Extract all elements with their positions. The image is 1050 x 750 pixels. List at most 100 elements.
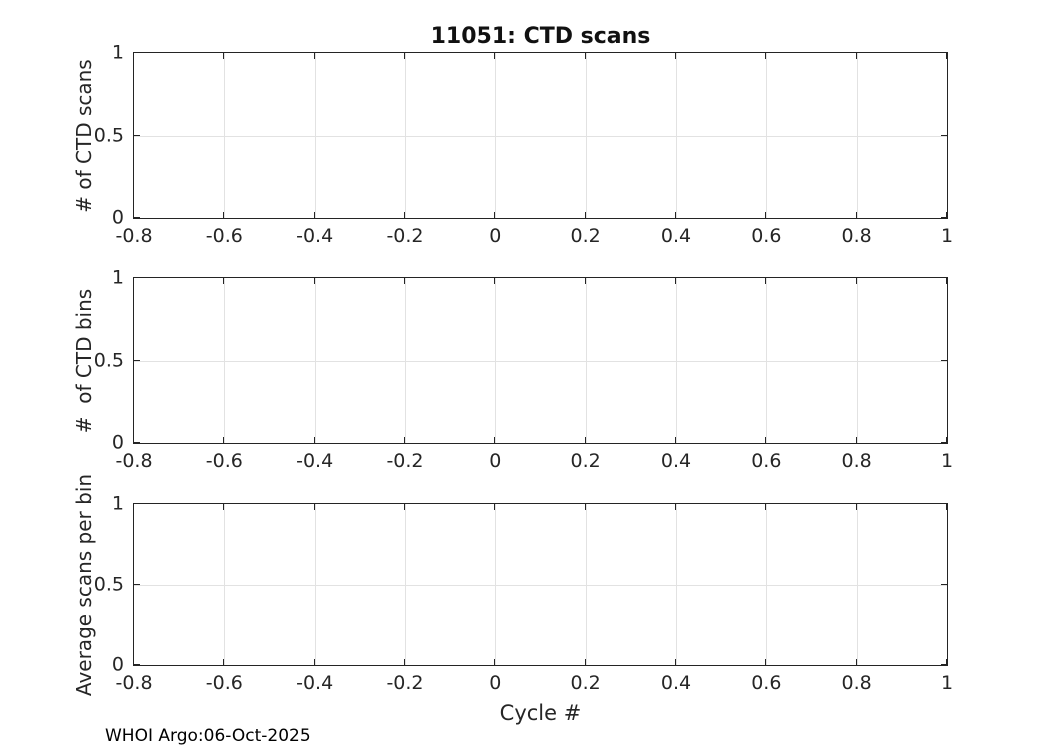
x-tick-mark <box>855 212 857 218</box>
x-tick-mark <box>674 437 676 443</box>
x-tick-label: 0.8 <box>841 672 872 694</box>
x-tick-label: -0.8 <box>115 225 153 247</box>
x-tick-mark <box>765 437 767 443</box>
y-tick-label: 1 <box>111 492 124 515</box>
x-tick-mark <box>403 53 405 59</box>
x-tick-mark <box>223 659 225 665</box>
x-tick-label: 0.8 <box>841 225 872 247</box>
x-tick-mark <box>765 504 767 510</box>
x-tick-label: 0.2 <box>570 672 601 694</box>
x-tick-mark <box>674 504 676 510</box>
x-tick-label: -0.4 <box>296 225 334 247</box>
y-tick-mark <box>134 134 140 136</box>
y-tick-label: 0 <box>111 431 124 454</box>
y-tick-mark <box>134 664 140 665</box>
x-tick-label: -0.2 <box>386 450 424 472</box>
x-tick-label: 0.4 <box>660 450 692 472</box>
y-tick-mark <box>941 134 947 136</box>
x-tick-label: 0.8 <box>841 450 872 472</box>
x-tick-mark <box>674 53 676 59</box>
x-tick-label: 0.4 <box>660 225 692 247</box>
x-tick-mark <box>403 278 405 284</box>
x-tick-label: 0.6 <box>751 672 782 694</box>
y-tick-mark <box>134 52 140 53</box>
x-tick-label: 0.2 <box>570 225 601 247</box>
y-axis-label: Average scans per bin <box>72 473 96 696</box>
x-tick-mark <box>403 212 405 218</box>
x-tick-mark <box>313 212 315 218</box>
x-tick-label: 0.6 <box>751 225 782 247</box>
y-tick-label: 0.5 <box>93 124 124 147</box>
x-tick-mark <box>584 212 586 218</box>
y-tick-label: 0 <box>111 206 124 229</box>
x-tick-label: -0.2 <box>386 225 424 247</box>
x-tick-mark <box>494 53 496 59</box>
x-tick-mark <box>765 278 767 284</box>
x-tick-mark <box>313 278 315 284</box>
x-tick-mark <box>133 278 134 284</box>
x-tick-mark <box>403 504 405 510</box>
y-gridline <box>134 584 947 586</box>
x-tick-mark <box>494 659 496 665</box>
y-tick-label: 1 <box>111 41 124 64</box>
y-tick-mark <box>941 503 947 504</box>
x-tick-label: -0.4 <box>296 672 334 694</box>
x-tick-label: 1 <box>940 450 954 472</box>
x-tick-mark <box>946 659 947 665</box>
x-tick-label: -0.6 <box>205 672 243 694</box>
y-tick-mark <box>134 277 140 278</box>
x-tick-mark <box>494 212 496 218</box>
y-tick-mark <box>941 583 947 585</box>
x-tick-label: 0.2 <box>570 450 601 472</box>
y-tick-label: 0.5 <box>93 573 124 596</box>
y-tick-mark <box>941 277 947 278</box>
x-tick-mark <box>674 278 676 284</box>
figure-title: 11051: CTD scans <box>430 24 651 49</box>
x-tick-mark <box>494 437 496 443</box>
x-tick-mark <box>855 437 857 443</box>
x-tick-label: 0 <box>489 450 502 472</box>
x-tick-mark <box>765 212 767 218</box>
x-tick-mark <box>674 659 676 665</box>
x-tick-mark <box>223 437 225 443</box>
x-tick-mark <box>765 659 767 665</box>
subplot-average-scans-per-bin: -0.8 -0.6 -0.4 -0.2 0 0.2 0.4 0.6 0.8 1 0 0.5 1 Avera… <box>72 473 953 695</box>
y-tick-mark <box>941 359 947 361</box>
x-tick-mark <box>946 278 947 284</box>
x-tick-mark <box>223 504 225 510</box>
x-tick-label: 0 <box>489 225 502 247</box>
x-tick-mark <box>855 53 857 59</box>
x-tick-mark <box>313 437 315 443</box>
x-tick-label: -0.2 <box>386 672 424 694</box>
x-tick-label: -0.8 <box>115 672 153 694</box>
x-tick-mark <box>946 437 947 443</box>
x-tick-label: 0.6 <box>751 450 782 472</box>
y-tick-mark <box>134 217 140 218</box>
y-tick-label: 0.5 <box>93 349 124 372</box>
y-tick-mark <box>941 52 947 53</box>
x-tick-mark <box>674 212 676 218</box>
y-tick-label: 0 <box>111 653 124 676</box>
x-tick-label: 1 <box>940 225 954 247</box>
x-tick-mark <box>584 437 586 443</box>
x-tick-mark <box>494 504 496 510</box>
x-tick-mark <box>223 212 225 218</box>
x-tick-mark <box>946 504 947 510</box>
y-tick-mark <box>134 583 140 585</box>
y-gridline <box>134 135 947 137</box>
x-tick-mark <box>313 659 315 665</box>
y-tick-mark <box>941 664 947 665</box>
x-tick-mark <box>584 278 586 284</box>
x-tick-mark <box>133 504 134 510</box>
subplot-ctd-bins: -0.8 -0.6 -0.4 -0.2 0 0.2 0.4 0.6 0.8 1 0 0.5 1 # of … <box>72 267 953 471</box>
y-tick-label: 1 <box>111 266 124 289</box>
x-tick-label: -0.6 <box>205 450 243 472</box>
subplot-ctd-scans: -0.8 -0.6 -0.4 -0.2 0 0.2 0.4 0.6 0.8 1 0 0.5 1 # of … <box>72 42 953 246</box>
x-tick-mark <box>584 53 586 59</box>
x-axis-label: Cycle # <box>499 701 582 725</box>
x-tick-mark <box>133 437 134 443</box>
x-tick-mark <box>403 437 405 443</box>
x-tick-mark <box>494 278 496 284</box>
x-tick-mark <box>765 53 767 59</box>
